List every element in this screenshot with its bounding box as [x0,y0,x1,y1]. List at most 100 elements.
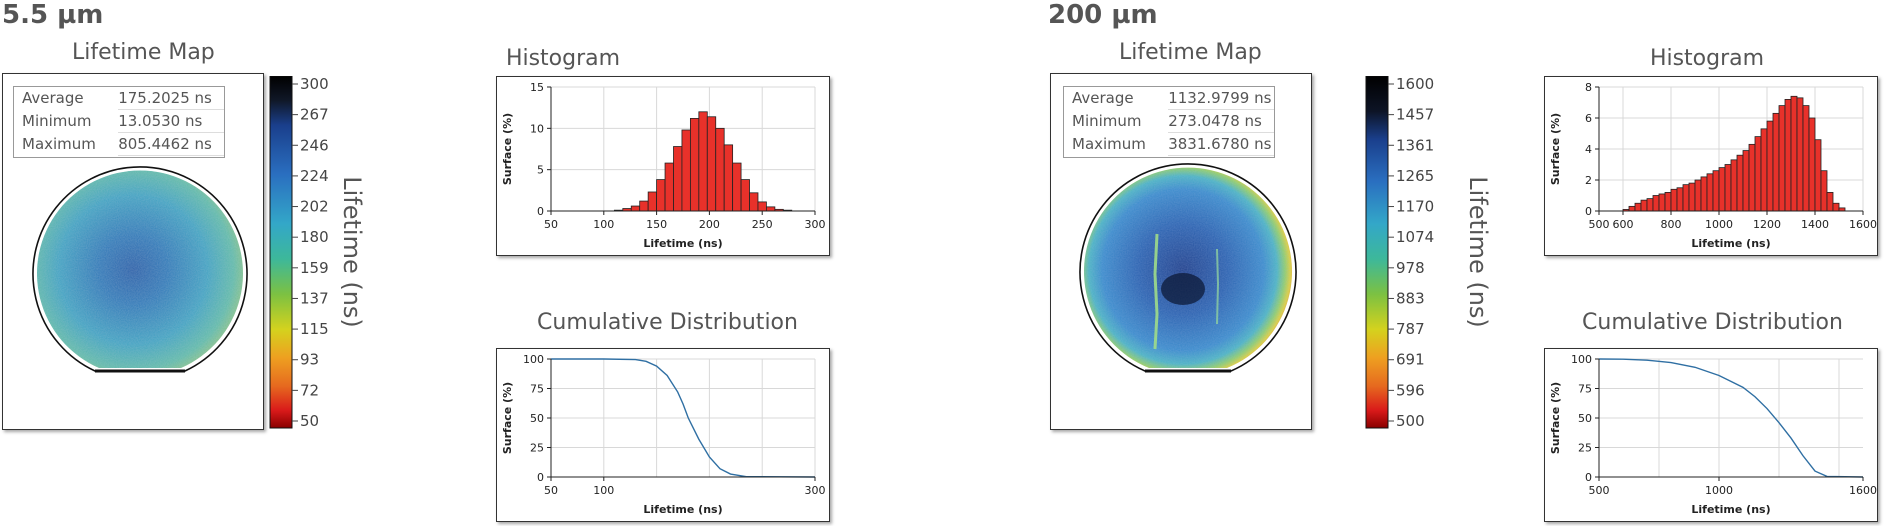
histogram-frame-2[interactable]: 500 600 800 1000 1200 1400 1600 0 2 4 6 8 Lifetime (… [1544,76,1878,256]
colorbar-tick-label: 500 [1396,412,1425,430]
cumulative-chart-1: 50 100 300 0 25 50 75 100 Lifetime (ns) Surface (… [501,353,826,516]
y-tick-label: 25 [1578,442,1592,455]
histogram-bar [1766,120,1774,212]
cumulative-frame-1[interactable]: 50 100 300 0 25 50 75 100 Lifetime (ns) Surface (… [496,348,830,522]
stats-label: Average [22,89,84,107]
x-tick-label: 100 [593,218,614,231]
histogram-bar [664,162,674,212]
y-tick-label: 4 [1585,143,1592,156]
stats-row-minimum: Minimum 273.0478 ns [1064,110,1274,133]
colorbar-tick-label: 1170 [1396,198,1434,216]
histogram-frame-1[interactable]: 50 100 150 200 250 300 0 5 10 15 Lifetime (ns) Surf… [496,76,830,256]
stats-label: Minimum [22,112,92,130]
stats-row-average: Average 175.2025 ns [14,87,224,110]
y-tick-label: 100 [1571,353,1592,366]
x-axis-label: Lifetime (ns) [643,237,722,250]
y-tick-label: 5 [537,164,544,177]
colorbar-tick-label: 1600 [1396,76,1434,93]
histogram-bar [757,201,767,212]
x-tick-label: 500 [1589,218,1610,231]
histogram-bar [1760,128,1768,212]
stats-value: 1132.9799 ns [1168,87,1274,110]
y-axis-label: Surface (%) [501,113,514,185]
colorbar-tick-label: 115 [300,320,329,338]
x-tick-label: 250 [752,218,773,231]
colorbar-2: 1600 1457 1361 1265 1170 1074 978 883 787 691 596 5… [1365,76,1492,430]
histogram-bar [647,191,657,212]
histogram-chart-1: 50 100 150 200 250 300 0 5 10 15 Lifetime (ns) Surf… [501,81,826,250]
x-tick-label: 1600 [1849,218,1877,231]
histogram-bar [1676,187,1684,212]
histogram-bar [1718,167,1726,212]
colorbar-label-1: Lifetime (ns) [338,176,366,328]
histogram-bar [1682,184,1690,212]
y-tick-label: 0 [1585,471,1592,484]
histogram-bar [1664,192,1672,212]
histogram-bar [1670,188,1678,212]
histogram-bar [732,162,742,212]
wafer-image-2 [1079,163,1297,373]
y-axis-label: Surface (%) [501,382,514,454]
colorbar-tick-label: 1361 [1396,136,1434,154]
x-tick-label: 50 [544,218,558,231]
lifetime-map-frame-1[interactable]: Average 175.2025 ns Minimum 13.0530 ns Max… [2,73,264,430]
histogram-bar [1724,164,1732,212]
x-axis-label: Lifetime (ns) [1691,503,1770,516]
cumulative-line [551,358,816,478]
x-tick-label: 200 [699,218,720,231]
histogram-bar [1820,170,1828,212]
colorbar-tick-label: 159 [300,259,329,277]
histogram-bar [1628,205,1636,212]
histogram-bar [1796,97,1804,212]
y-tick-label: 50 [1578,412,1592,425]
colorbar-tick-label: 596 [1396,381,1425,399]
stats-row-minimum: Minimum 13.0530 ns [14,110,224,133]
colorbar-tick-label: 180 [300,228,329,246]
colorbar-tick-label: 202 [300,198,329,216]
colorbar-tick-label: 137 [300,289,329,307]
stats-label: Maximum [22,135,96,153]
histogram-bar [749,192,759,212]
histogram-title-2: Histogram [1649,46,1765,71]
colorbar-tick-label: 224 [300,167,329,185]
y-tick-label: 2 [1585,174,1592,187]
colorbar-tick-label: 72 [300,381,319,399]
x-tick-label: 150 [646,218,667,231]
stats-row-maximum: Maximum 3831.6780 ns [1064,133,1274,156]
x-tick-label: 100 [593,484,614,497]
colorbar-tick-label: 883 [1396,289,1425,307]
histogram-bar [1790,95,1798,212]
histogram-bar [681,129,691,212]
stats-value: 273.0478 ns [1168,110,1274,133]
histogram-bar [673,146,683,212]
histogram-bar [1700,176,1708,212]
colorbar-tick-label: 93 [300,351,319,369]
histogram-bar [1742,150,1750,212]
y-tick-label: 15 [530,81,544,94]
histogram-bar [706,116,717,212]
x-axis-label: Lifetime (ns) [643,503,722,516]
lifetime-map-title-2: Lifetime Map [1119,40,1262,65]
sample-title-1: 5.5 µm [2,0,104,30]
colorbar-tick-label: 246 [300,136,329,154]
stats-label: Maximum [1072,135,1146,153]
histogram-bar [1778,105,1786,212]
wafer-image-1 [32,166,248,373]
stats-row-average: Average 1132.9799 ns [1064,87,1274,110]
histogram-bar [1658,193,1666,212]
histogram-bar [1694,179,1702,212]
histogram-bar [698,111,708,212]
histogram-bar [1814,139,1822,212]
histogram-bar [1748,143,1756,212]
histogram-bar [1712,170,1720,212]
histogram-bar [1808,117,1816,212]
lifetime-map-frame-2[interactable]: Average 1132.9799 ns Minimum 273.0478 ns M… [1050,73,1312,430]
x-tick-label: 1200 [1753,218,1781,231]
x-tick-label: 800 [1661,218,1682,231]
sample-title-2: 200 µm [1048,0,1158,30]
y-tick-label: 25 [530,442,544,455]
cumulative-frame-2[interactable]: 500 1000 1600 0 25 50 75 100 Lifetime (ns) Surfac… [1544,348,1878,522]
stats-box-2: Average 1132.9799 ns Minimum 273.0478 ns M… [1063,86,1275,158]
x-tick-label: 600 [1613,218,1634,231]
histogram-bar [766,206,776,212]
